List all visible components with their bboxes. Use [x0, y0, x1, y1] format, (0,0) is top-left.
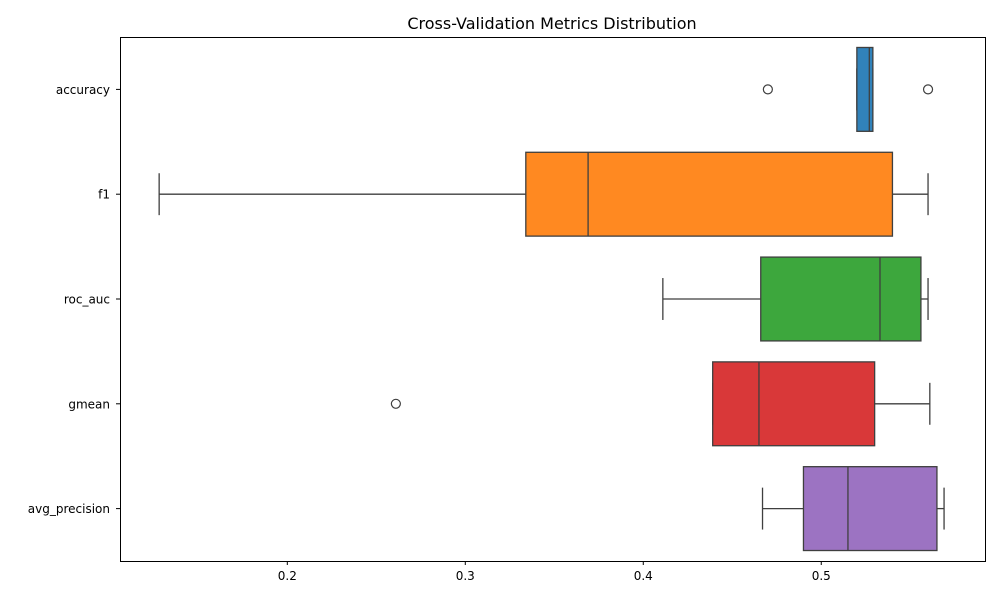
box-iqr [856, 46, 874, 132]
plot-area [158, 46, 945, 552]
x-axis: 0.2 0.3 0.4 0.5 [278, 561, 831, 583]
box-iqr [802, 466, 938, 552]
outlier-point [922, 84, 934, 95]
x-tick-label: 0.4 [634, 569, 653, 583]
y-tick-label: avg_precision [28, 502, 110, 516]
y-tick-label: gmean [68, 397, 110, 411]
box-accuracy [762, 46, 934, 132]
box-iqr [525, 151, 894, 237]
outlier-point [390, 398, 401, 409]
outlier-point [762, 84, 773, 95]
box-iqr [760, 256, 922, 342]
x-tick-label: 0.5 [812, 569, 831, 583]
plot-frame [120, 37, 986, 562]
x-tick-label: 0.2 [278, 569, 297, 583]
box-avg_precision [761, 466, 945, 552]
y-tick-label: accuracy [56, 83, 110, 97]
x-tick-label: 0.3 [456, 569, 475, 583]
y-tick-label: roc_auc [64, 293, 110, 307]
box-roc_auc [662, 256, 929, 342]
box-f1 [158, 151, 929, 237]
box-gmean [390, 361, 931, 447]
chart-title: Cross-Validation Metrics Distribution [407, 14, 696, 33]
box-iqr [712, 361, 876, 447]
y-tick-label: f1 [98, 188, 110, 202]
